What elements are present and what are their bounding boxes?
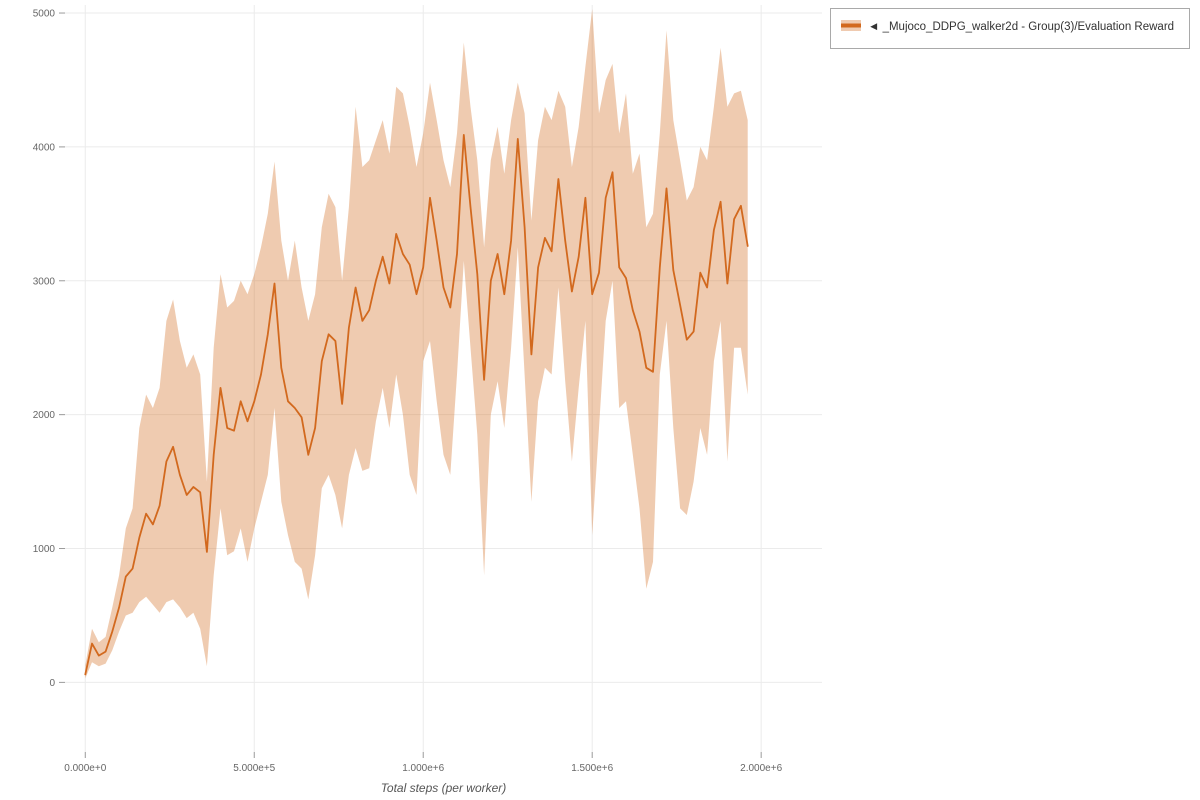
x-tick-label: 1.500e+6 xyxy=(571,763,613,774)
legend-swatch-icon xyxy=(841,20,861,31)
y-tick-label: 1000 xyxy=(33,544,56,555)
x-axis-label: Total steps (per worker) xyxy=(380,781,507,795)
confidence-band xyxy=(85,9,748,679)
mean-reward-line xyxy=(84,134,749,676)
y-tick-label: 3000 xyxy=(33,276,56,287)
x-tick-label: 0.000e+0 xyxy=(64,763,106,774)
legend-item[interactable]: ◄ _Mujoco_DDPG_walker2d - Group(3)/Evalu… xyxy=(841,20,1175,33)
y-tick-label: 5000 xyxy=(33,9,56,20)
legend-series-label: ◄ _Mujoco_DDPG_walker2d - Group(3)/Evalu… xyxy=(868,21,1175,33)
x-tick-label: 1.000e+6 xyxy=(402,763,444,774)
legend: ◄ _Mujoco_DDPG_walker2d - Group(3)/Evalu… xyxy=(830,8,1190,49)
reward-plot-area[interactable]: 0 1000 2000 3000 4000 5000 0.000e+0 5.000e+5 1.0… xyxy=(0,0,830,800)
y-tick-label: 4000 xyxy=(33,142,56,153)
evaluation-reward-chart: 0 1000 2000 3000 4000 5000 0.000e+0 5.000e+5 1.0… xyxy=(0,0,830,800)
y-tick-label: 2000 xyxy=(33,410,56,421)
x-tick-label: 2.000e+6 xyxy=(740,763,782,774)
x-tick-label: 5.000e+5 xyxy=(233,763,275,774)
y-tick-label: 0 xyxy=(49,678,55,689)
